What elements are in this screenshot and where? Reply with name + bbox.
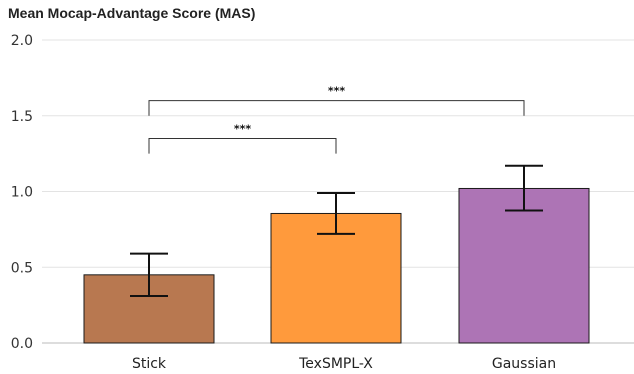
significance-label: *** [234, 122, 252, 135]
x-tick-label: TexSMPL-X [298, 356, 373, 372]
y-tick-label: 0.5 [11, 260, 33, 276]
chart-title: Mean Mocap-Advantage Score (MAS) [8, 5, 256, 21]
bar [270, 212, 402, 344]
y-tick-label: 2.0 [11, 33, 33, 49]
y-tick-label: 1.5 [11, 109, 33, 125]
significance-bracket [148, 100, 525, 116]
significance-bracket [148, 137, 337, 154]
y-tick-label: 1.0 [11, 185, 33, 201]
x-tick-label: Gaussian [492, 356, 556, 372]
significance-label: *** [328, 85, 346, 98]
bar [458, 187, 590, 344]
y-tick-label: 0.0 [11, 336, 33, 352]
x-tick-label: Stick [132, 356, 167, 372]
